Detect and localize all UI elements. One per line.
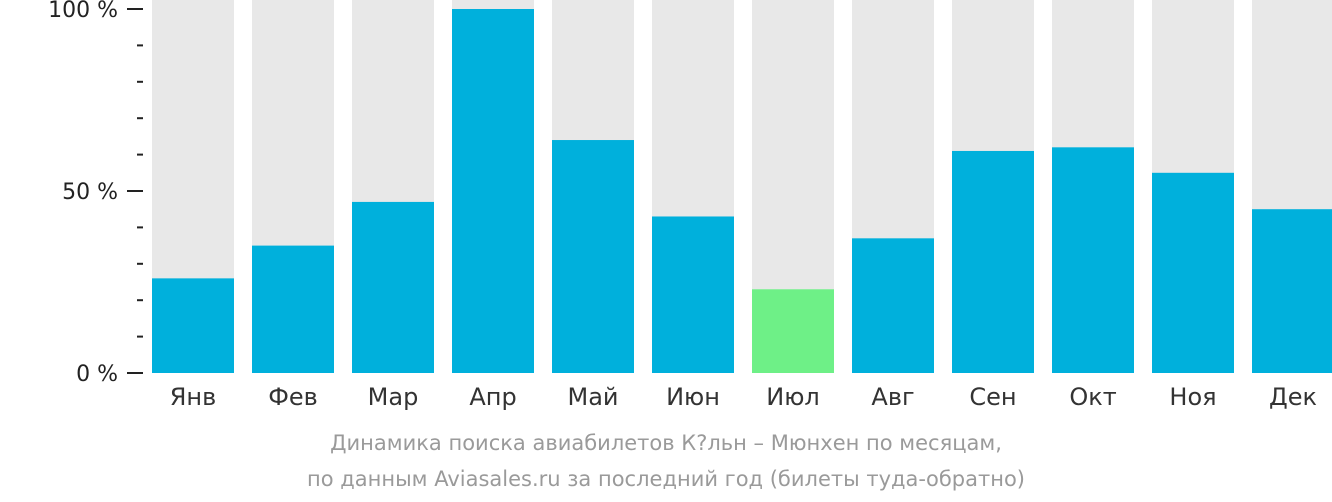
- x-tick-label: Июл: [766, 383, 820, 411]
- caption-line-1: Динамика поиска авиабилетов К?льн – Мюнх…: [330, 431, 1002, 455]
- x-tick-label: Ноя: [1169, 383, 1216, 411]
- bar: [852, 238, 934, 373]
- bar: [152, 278, 234, 373]
- bar: [1152, 172, 1234, 373]
- y-axis: 0 % 50 % 100 %: [48, 0, 143, 387]
- caption-line-2: по данным Aviasales.ru за последний год …: [307, 467, 1025, 491]
- bar: [552, 140, 634, 373]
- y-tick-label: 0 %: [76, 362, 118, 387]
- x-axis-labels: Янв Фев Мар Апр Май Июн Июл Авг Сен Окт Ноя Дек: [170, 383, 1317, 411]
- x-tick-label: Янв: [170, 383, 217, 411]
- x-tick-label: Мар: [368, 383, 419, 411]
- bar: [452, 9, 534, 373]
- y-tick-label: 100 %: [48, 0, 118, 23]
- x-tick-label: Фев: [268, 383, 318, 411]
- x-tick-label: Май: [567, 383, 618, 411]
- bar-chart: 0 % 50 % 100 % Янв Фев Мар Апр Май Июн Июл Авг Сен…: [48, 0, 1332, 411]
- x-tick-label: Дек: [1269, 383, 1317, 411]
- bar: [1252, 209, 1332, 373]
- bar: [752, 289, 834, 373]
- x-tick-label: Сен: [969, 383, 1016, 411]
- x-tick-label: Авг: [871, 383, 914, 411]
- x-tick-label: Апр: [469, 383, 516, 411]
- x-tick-label: Июн: [666, 383, 720, 411]
- bar: [652, 216, 734, 373]
- y-tick-label: 50 %: [62, 180, 118, 205]
- bars: [152, 9, 1332, 373]
- bar: [352, 201, 434, 373]
- bar: [952, 150, 1034, 373]
- x-tick-label: Окт: [1069, 383, 1116, 411]
- bar: [1052, 147, 1134, 373]
- bar: [252, 245, 334, 373]
